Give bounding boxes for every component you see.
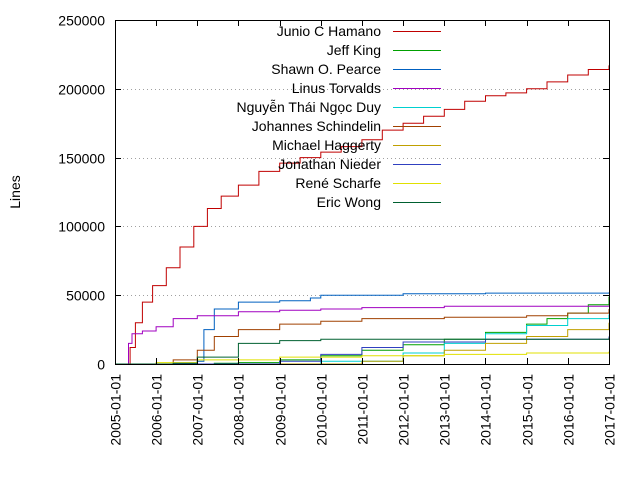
y-tick-label: 150000 (58, 151, 105, 167)
y-axis-label: Lines (7, 175, 23, 208)
x-tick-label: 2015-01-01 (520, 374, 536, 446)
legend-label: René Scharfe (295, 175, 381, 191)
legend-label: Jonathan Nieder (278, 156, 381, 172)
series-line-4 (115, 314, 610, 365)
y-tick-label: 100000 (58, 219, 105, 235)
legend-label: Johannes Schindelin (252, 118, 381, 134)
series-line-9 (115, 337, 610, 365)
legend-label: Linus Torvalds (292, 80, 381, 96)
legend-label: Junio C Hamano (277, 23, 381, 39)
x-tick-label: 2014-01-01 (478, 374, 494, 446)
series-line-5 (115, 309, 610, 365)
series-line-3 (125, 305, 610, 365)
legend-label: Eric Wong (317, 194, 381, 210)
x-tick-label: 2012-01-01 (396, 374, 412, 446)
y-tick-label: 0 (97, 357, 105, 373)
x-tick-label: 2007-01-01 (190, 374, 206, 446)
x-tick-label: 2011-01-01 (355, 374, 371, 445)
series-line-8 (115, 351, 610, 365)
legend-label: Shawn O. Pearce (271, 61, 381, 77)
y-tick-label: 250000 (58, 13, 105, 29)
series-line-6 (115, 322, 610, 365)
x-tick-label: 2017-01-01 (602, 374, 618, 446)
x-tick-label: 2008-01-01 (231, 374, 247, 446)
legend: Junio C Hamano Jeff King Shawn O. Pearce Li… (237, 23, 441, 210)
x-tick-label: 2013-01-01 (437, 374, 453, 446)
x-tick-label: 2010-01-01 (314, 374, 330, 446)
x-tick-label: 2005-01-01 (108, 374, 124, 446)
x-tick-label: 2009-01-01 (273, 374, 289, 446)
y-tick-label: 50000 (66, 288, 105, 304)
legend-label: Jeff King (327, 42, 381, 58)
tick-layer: 0 50000 100000 150000 200000 250000 2005-01-01… (58, 13, 617, 446)
series-line-2 (115, 292, 610, 365)
series-line-0 (125, 65, 610, 365)
y-tick-label: 200000 (58, 82, 105, 98)
legend-label: Michael Haggerty (272, 137, 381, 153)
x-tick-label: 2006-01-01 (149, 374, 165, 446)
legend-label: Nguyễn Thái Ngọc Duy (237, 99, 381, 115)
x-tick-label: 2016-01-01 (561, 374, 577, 446)
